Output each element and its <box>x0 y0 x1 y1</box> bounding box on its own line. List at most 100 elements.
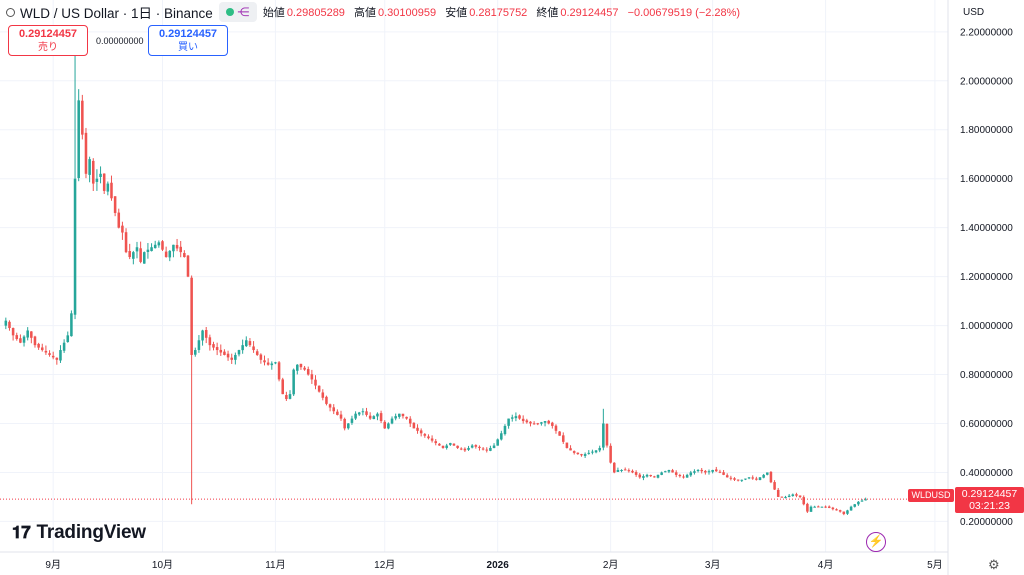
candle-body <box>725 475 729 478</box>
candle-body <box>383 421 387 429</box>
candle-body <box>365 411 368 415</box>
candle-body <box>350 418 354 423</box>
y-tick-label: 1.00000000 <box>960 321 1013 332</box>
candle-body <box>368 415 372 419</box>
candle-body <box>664 471 667 473</box>
price-axis[interactable]: 0.20000000 0.40000000 0.60000000 0.80000000… <box>960 27 1013 528</box>
candle-body <box>11 327 15 336</box>
candle-body <box>186 255 190 277</box>
candle-body <box>277 362 281 380</box>
candle-body <box>252 346 255 351</box>
candle-body <box>638 474 642 478</box>
candle-body <box>55 357 59 360</box>
candle-body <box>529 421 532 424</box>
candle-body <box>704 470 707 473</box>
share-icon: ⋲ <box>237 5 250 19</box>
candle-body <box>620 469 623 471</box>
candle-body <box>172 244 175 252</box>
settings-gear-icon[interactable]: ⚙ <box>988 557 1000 572</box>
candle-body <box>744 478 747 480</box>
candle-body <box>860 500 864 502</box>
time-axis[interactable]: 9月 10月 11月 12月 2026 2月 3月 4月 5月 <box>45 559 942 571</box>
candle-body <box>401 413 405 417</box>
candle-body <box>551 422 554 426</box>
candle-body <box>769 471 773 483</box>
lightning-icon[interactable]: ⚡ <box>866 532 886 552</box>
candle-body <box>343 418 346 429</box>
candle-body <box>255 351 259 355</box>
candle-body <box>412 422 416 429</box>
candle-body <box>776 489 780 497</box>
candle-body <box>19 338 22 343</box>
candle-body <box>146 249 150 252</box>
candle-body <box>306 369 310 375</box>
candle-body <box>569 448 572 451</box>
candle-body <box>263 360 266 363</box>
x-tick-label: 2026 <box>487 560 510 571</box>
candle-body <box>332 407 336 412</box>
candle-body <box>747 477 751 479</box>
symbol-price-tag: WLDUSD <box>908 489 954 502</box>
tradingview-logo[interactable]: 𝟏𝟕 TradingView <box>12 522 146 544</box>
candle-body <box>481 448 485 450</box>
candle-body <box>317 385 321 392</box>
y-tick-label: 0.40000000 <box>960 468 1013 479</box>
candle-body <box>642 476 645 478</box>
buy-button[interactable]: 0.29124457 買い <box>148 25 228 56</box>
close-label: 終値 <box>536 7 559 19</box>
candle-body <box>142 252 146 264</box>
candle-body <box>667 469 671 472</box>
x-tick-label: 11月 <box>265 559 285 571</box>
candle-body <box>616 469 620 472</box>
candle-body <box>8 321 11 329</box>
candle-body <box>161 241 164 250</box>
candle-body <box>419 430 423 434</box>
candle-body <box>95 178 99 182</box>
symbol-title[interactable]: WLD / US Dollar · 1日 · Binance <box>20 6 213 21</box>
candle-body <box>99 173 102 178</box>
candle-body <box>474 445 478 447</box>
candle-body <box>864 499 867 501</box>
candle-body <box>660 472 663 475</box>
candle-body <box>521 418 525 422</box>
candle-body <box>361 411 365 413</box>
x-tick-label: 10月 <box>152 559 173 571</box>
candle-body <box>59 350 62 361</box>
candle-body <box>77 100 80 179</box>
candle-body <box>248 341 252 346</box>
bar-countdown: 03:21:23 <box>969 500 1010 512</box>
candle-body <box>197 340 201 350</box>
candle-body <box>357 412 361 415</box>
market-status-icon <box>226 8 235 16</box>
ohlc-values: 始値 0.29805289 高値 0.30100959 安値 0.28175752 終… <box>263 4 746 20</box>
sell-price: 0.29124457 <box>18 28 78 40</box>
candle-body <box>4 320 8 326</box>
candle-body <box>372 416 376 420</box>
x-tick-label: 4月 <box>818 559 834 571</box>
spread-value: 0.00000000 <box>96 36 144 46</box>
candle-body <box>223 351 226 355</box>
candle-body <box>66 335 70 342</box>
sell-button[interactable]: 0.29124457 売り <box>8 25 88 56</box>
candle-body <box>62 342 66 351</box>
candle-body <box>623 469 627 471</box>
candle-body <box>645 474 649 477</box>
symbol-logo-icon <box>6 7 15 17</box>
candle-body <box>587 452 591 454</box>
candle-body <box>492 445 496 449</box>
candle-body <box>168 250 172 258</box>
candle-body <box>543 421 547 423</box>
candle-body <box>325 396 328 404</box>
candle-body <box>762 474 765 478</box>
candle-body <box>449 443 452 445</box>
indicator-toggle[interactable]: ⋲ <box>218 2 257 22</box>
chart-grid <box>0 0 948 552</box>
buy-price: 0.29124457 <box>158 28 218 40</box>
candle-body <box>215 347 219 351</box>
candle-body <box>175 244 179 249</box>
candle-body <box>532 423 536 425</box>
candle-body <box>518 415 521 419</box>
currency-selector[interactable]: USD <box>963 7 985 18</box>
candle-body <box>390 418 394 424</box>
